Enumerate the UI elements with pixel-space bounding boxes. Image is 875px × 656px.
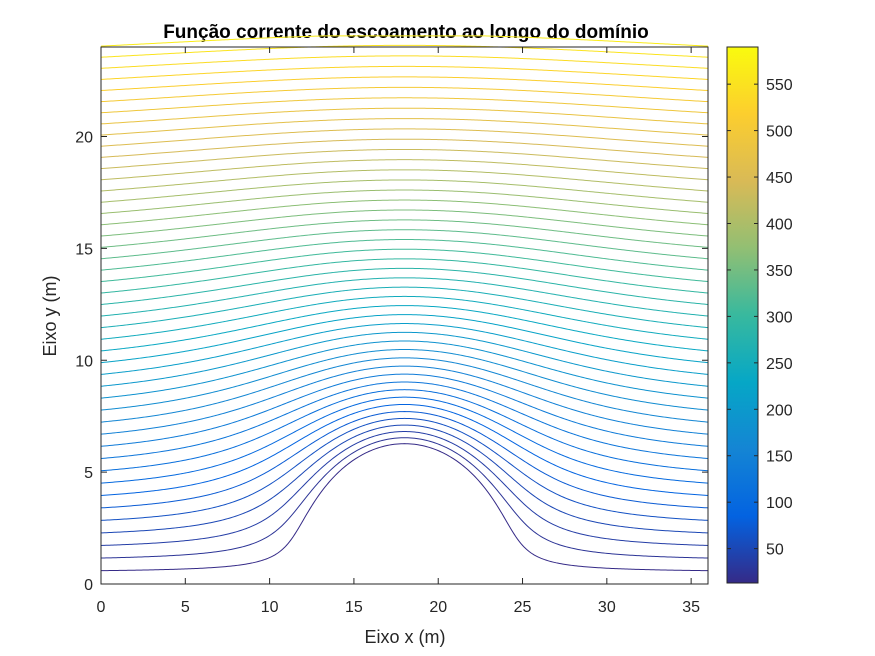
streamline — [100, 295, 709, 340]
streamline — [100, 219, 709, 248]
streamline — [100, 286, 709, 329]
y-tick-label: 20 — [75, 130, 93, 147]
streamline — [100, 179, 709, 203]
streamline — [100, 229, 709, 260]
streamline — [100, 443, 709, 572]
y-axis: 0 5 10 15 20 — [75, 130, 708, 594]
y-tick-label: 15 — [75, 241, 93, 258]
y-tick-label: 5 — [84, 465, 93, 482]
x-tick-label: 35 — [682, 599, 700, 616]
x-tick-label: 15 — [345, 599, 363, 616]
streamline — [100, 258, 709, 294]
colorbar-tick-label: 400 — [766, 216, 793, 233]
streamline — [100, 159, 709, 181]
streamline — [100, 381, 709, 460]
streamline — [100, 169, 709, 192]
colorbar-tick-label: 250 — [766, 356, 793, 373]
streamline — [100, 189, 709, 214]
streamline — [100, 357, 709, 423]
plot-area-frame — [100, 46, 709, 585]
x-tick-label: 5 — [181, 599, 190, 616]
streamline — [100, 277, 709, 317]
x-axis-label: Eixo x (m) — [365, 627, 446, 647]
streamline — [100, 340, 709, 399]
colorbar-tick-label: 300 — [766, 309, 793, 326]
streamline — [100, 199, 709, 226]
colorbar-tick-label: 350 — [766, 263, 793, 280]
streamline — [100, 349, 709, 411]
y-tick-label: 0 — [84, 577, 93, 594]
streamline — [100, 55, 709, 69]
streamline — [100, 403, 709, 496]
colorbar-tick-label: 100 — [766, 495, 793, 512]
streamline — [100, 86, 709, 103]
x-tick-label: 0 — [97, 599, 106, 616]
streamline — [100, 267, 709, 306]
streamline — [100, 138, 709, 158]
streamline — [100, 331, 709, 387]
streamline — [100, 417, 709, 521]
streamline — [100, 76, 709, 92]
x-axis: 0 5 10 15 20 25 30 35 — [97, 47, 700, 616]
colorbar — [726, 46, 759, 584]
colorbar-tick-label: 150 — [766, 449, 793, 466]
streamline — [100, 148, 709, 170]
streamline — [100, 373, 709, 447]
streamline — [100, 128, 709, 147]
colorbar-tick-label: 500 — [766, 124, 793, 141]
x-tick-label: 20 — [429, 599, 447, 616]
streamline — [100, 365, 709, 435]
streamline — [100, 248, 709, 283]
x-tick-label: 10 — [261, 599, 279, 616]
colorbar-tick-label: 450 — [766, 170, 793, 187]
colorbar-tick-label: 50 — [766, 542, 784, 559]
x-tick-label: 30 — [598, 599, 616, 616]
streamline — [100, 305, 709, 352]
streamline — [100, 431, 709, 546]
streamline — [100, 323, 709, 375]
streamline — [100, 437, 709, 559]
streamline — [100, 107, 709, 125]
contour-lines — [100, 35, 709, 572]
colorbar-ticks: 50 100 150 200 250 300 350 400 450 500 550 — [727, 77, 793, 559]
streamline — [100, 389, 709, 472]
streamline — [100, 209, 709, 237]
streamline — [100, 424, 709, 534]
y-axis-label: Eixo y (m) — [40, 276, 60, 357]
streamline — [100, 239, 709, 271]
streamline — [100, 65, 709, 80]
colorbar-tick-label: 550 — [766, 77, 793, 94]
y-tick-label: 10 — [75, 353, 93, 370]
streamline — [100, 118, 709, 136]
colorbar-tick-label: 200 — [766, 402, 793, 419]
streamline — [100, 97, 709, 114]
streamline — [100, 314, 709, 364]
x-tick-label: 25 — [514, 599, 532, 616]
streamline — [100, 396, 709, 484]
streamline — [100, 411, 709, 509]
streamline — [100, 35, 709, 47]
